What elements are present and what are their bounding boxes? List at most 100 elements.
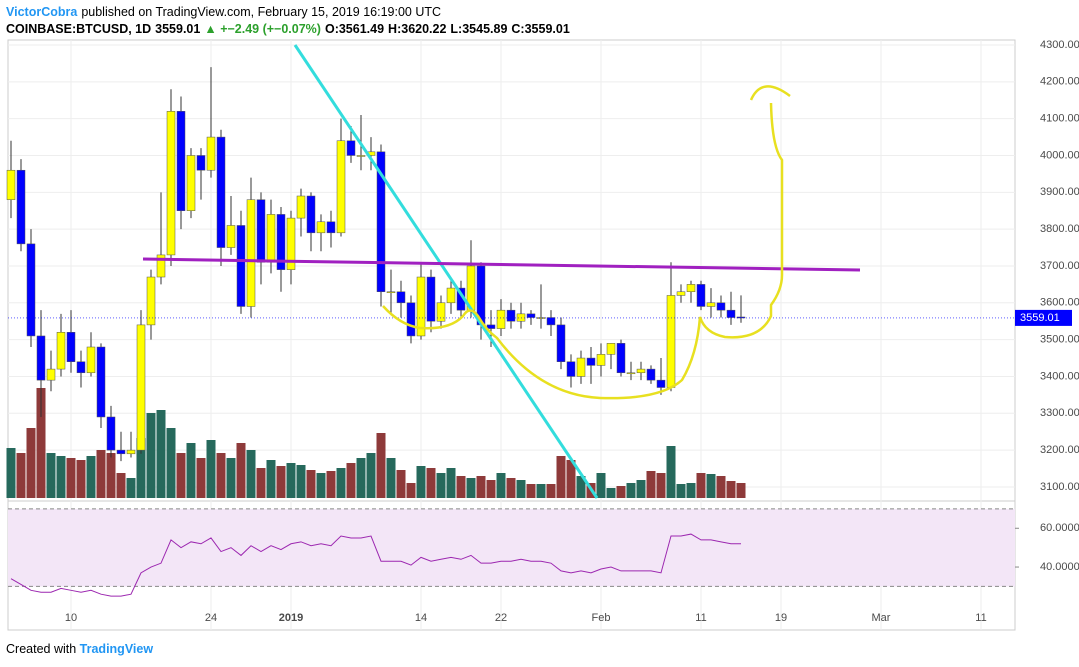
volume-bar [356, 458, 366, 498]
y-tick-label: 4000.00 [1040, 149, 1079, 161]
candle-body [16, 169, 26, 245]
candle-body [686, 284, 696, 293]
x-tick-label: 10 [65, 612, 77, 624]
candle-body [526, 313, 536, 318]
volume-bar [426, 468, 436, 498]
open: O:3561.49 [324, 22, 385, 36]
x-tick-label: 14 [415, 612, 427, 624]
volume-bar [546, 484, 556, 498]
volume-bar [606, 488, 616, 498]
volume-bar [396, 470, 406, 498]
volume-bar [316, 473, 326, 498]
volume-bar [726, 481, 736, 498]
volume-bar [256, 468, 266, 498]
candle-body [376, 151, 386, 293]
volume-bar [136, 438, 146, 498]
volume-bar [626, 483, 636, 498]
author[interactable]: VictorCobra [6, 5, 78, 19]
candle-body [716, 302, 726, 311]
volume-bar [296, 465, 306, 498]
candle-body [676, 291, 686, 296]
change: ▲ +−2.49 (+−0.07%) [204, 22, 321, 36]
volume-bar [126, 478, 136, 498]
candle-body [316, 221, 326, 234]
candle-body [436, 302, 446, 322]
last-price-box [1015, 309, 1072, 326]
candle-body [646, 368, 656, 381]
volume-bar [406, 483, 416, 498]
low: L:3545.89 [450, 22, 508, 36]
candle-body [216, 136, 226, 248]
volume-bar [26, 428, 36, 498]
candle-body [86, 346, 96, 374]
candle-body [46, 368, 56, 381]
symbol-line: COINBASE:BTCUSD, 1D 3559.01 ▲ +−2.49 (+−0.… [6, 22, 574, 36]
volume-bar [386, 458, 396, 498]
y-tick-label: 4100.00 [1040, 113, 1079, 125]
candle-body [626, 372, 636, 375]
candle-body [536, 317, 546, 319]
volume-bar [496, 473, 506, 498]
volume-bar [576, 476, 586, 498]
volume-bar [276, 466, 286, 498]
candle-body [76, 361, 86, 374]
candle-body [306, 195, 316, 234]
volume-bar [516, 480, 526, 498]
candle-body [706, 302, 716, 307]
y-tick-label: 4300.00 [1040, 39, 1079, 51]
candle-body [296, 195, 306, 219]
rsi-line [10, 533, 741, 597]
candle-body [266, 214, 276, 263]
candle-body [596, 354, 606, 366]
volume-bar [456, 476, 466, 498]
close: C:3559.01 [511, 22, 570, 36]
candle-body [286, 217, 296, 270]
y-tick-label: 3100.00 [1040, 481, 1079, 493]
volume-bar [676, 484, 686, 498]
candle-body [126, 449, 136, 455]
trend-line [293, 44, 599, 499]
volume-bar [36, 388, 46, 498]
x-tick-label: 11 [695, 612, 706, 624]
y-tick-label: 3700.00 [1040, 260, 1079, 272]
candle-body [136, 324, 146, 451]
volume-bar [156, 410, 166, 498]
y-tick-label: 3400.00 [1040, 370, 1079, 382]
candle-body [176, 111, 186, 211]
y-tick-label: 3900.00 [1040, 186, 1079, 198]
candle-body [506, 309, 516, 322]
candle-body [56, 332, 66, 370]
candle-body [426, 276, 436, 322]
volume-bar [206, 440, 216, 498]
candle-body [656, 379, 666, 388]
volume-bar [466, 478, 476, 498]
volume-bar [376, 433, 386, 498]
created: Created with [6, 642, 77, 656]
volume-bar [566, 460, 576, 498]
candle-body [606, 343, 616, 355]
candle-body [146, 276, 156, 326]
candle-body [196, 155, 206, 171]
volume-bar [656, 473, 666, 498]
cup-handle-drawing [382, 85, 791, 400]
volume-bar [146, 413, 156, 498]
candle-body [496, 309, 506, 329]
candle-body [156, 254, 166, 278]
brand[interactable]: TradingView [79, 642, 154, 656]
volume-bar [66, 458, 76, 498]
y-tick-label: 4200.00 [1040, 76, 1079, 88]
candle-body [206, 136, 216, 171]
candle-body [26, 243, 36, 337]
candle-body [566, 361, 576, 377]
volume-bar [486, 480, 496, 498]
candle-body [166, 111, 176, 256]
volume-bar [706, 474, 716, 498]
candle-body [106, 416, 116, 451]
candle-body [696, 284, 706, 307]
volume-bar [716, 476, 726, 498]
candle-body [186, 155, 196, 211]
volume-bar [56, 456, 66, 498]
volume-bar [436, 473, 446, 498]
y-tick-label: 3300.00 [1040, 407, 1079, 419]
